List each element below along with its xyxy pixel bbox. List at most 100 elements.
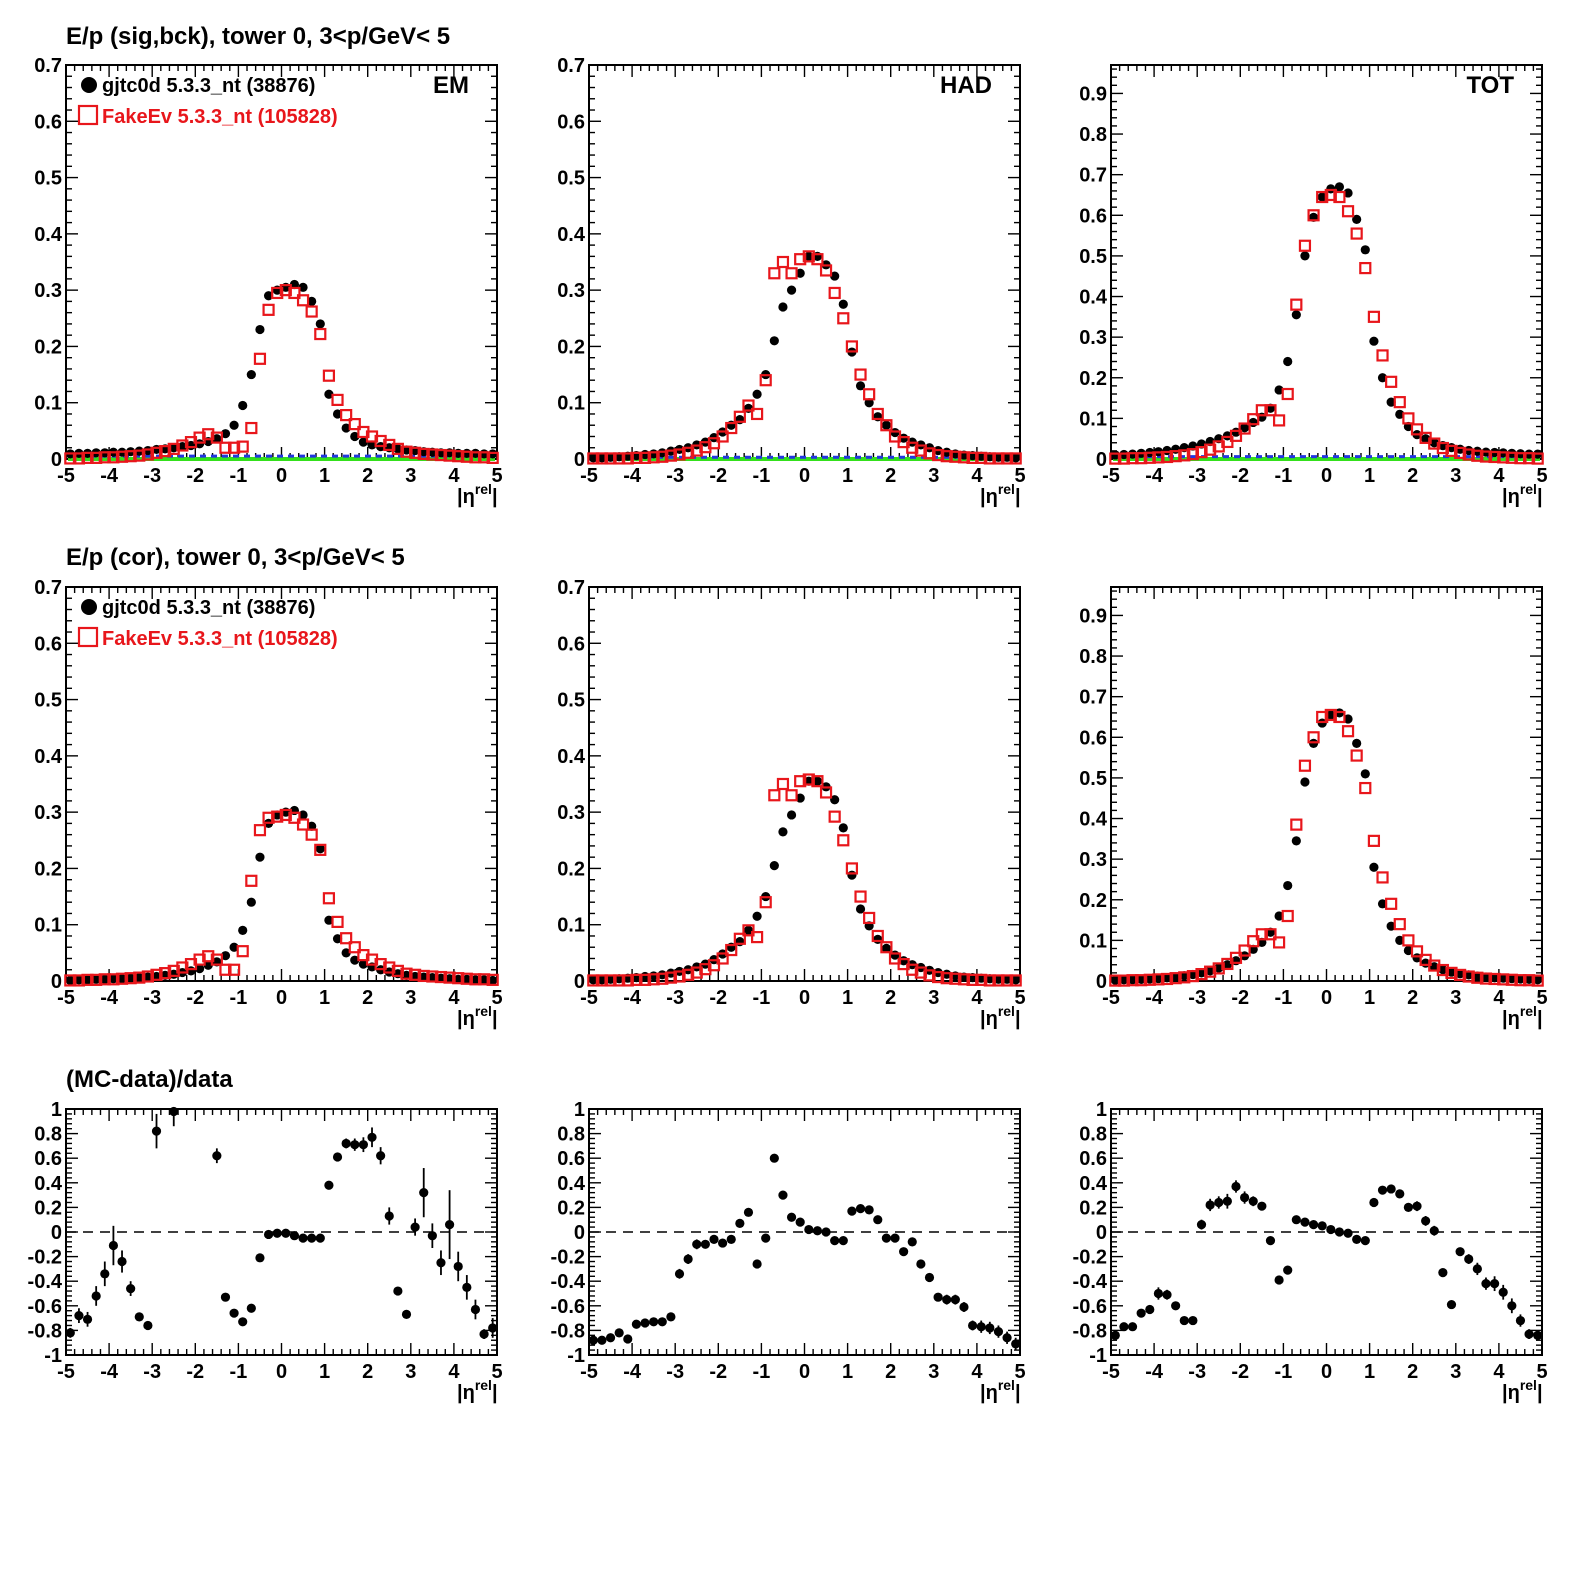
data-point: [769, 1153, 779, 1163]
x-tick-label: -5: [1102, 987, 1120, 1009]
data-point: [1240, 1192, 1250, 1203]
data-point: [804, 251, 814, 261]
data-point: [1274, 1275, 1284, 1285]
data-point-mc: [1135, 452, 1148, 465]
data-point-mc: [1436, 963, 1449, 977]
panel-label: TOT: [1466, 72, 1514, 99]
data-point: [1455, 1247, 1465, 1257]
data-point-mc: [90, 451, 103, 464]
data-point: [108, 1240, 119, 1251]
data-point-mc: [750, 930, 764, 944]
data-point: [1222, 1196, 1232, 1206]
data-point: [1283, 356, 1293, 367]
y-tick-label: -1: [44, 1345, 62, 1367]
data-point: [151, 1126, 162, 1136]
x-tick-label: -3: [1188, 1361, 1206, 1383]
data-point-mc: [759, 374, 772, 387]
data-point: [1472, 1264, 1482, 1274]
data-point-mc: [452, 972, 465, 985]
x-tick-label: 1: [842, 987, 853, 1009]
data-point-mc: [72, 974, 86, 987]
data-point-mc: [383, 961, 396, 974]
data-point-mc: [819, 264, 833, 277]
data-point-mc: [966, 973, 979, 986]
data-point-mc: [638, 451, 652, 464]
data-point-mc: [262, 811, 275, 824]
y-tick-label: -0.2: [28, 1247, 62, 1269]
data-point: [341, 423, 351, 433]
data-point: [350, 431, 360, 442]
data-point: [588, 1335, 598, 1345]
data-point: [752, 1259, 762, 1269]
x-tick-label: -5: [57, 987, 75, 1009]
y-tick-label: 0.6: [34, 633, 62, 655]
data-point-mc: [1316, 190, 1329, 204]
data-point: [272, 1228, 282, 1238]
x-tick-label: 2: [885, 465, 896, 487]
data-point: [1403, 945, 1413, 956]
data-point: [1507, 973, 1517, 984]
data-point: [1110, 1330, 1120, 1340]
panel-label: HAD: [940, 72, 992, 99]
y-tick-label: 0.8: [1079, 1124, 1107, 1146]
data-point-mc: [932, 970, 945, 984]
data-point-mc: [262, 303, 275, 316]
y-tick-label: 0.2: [557, 858, 585, 880]
data-point: [804, 1224, 814, 1235]
x-tick-label: 0: [1321, 1361, 1332, 1383]
data-point: [1343, 188, 1353, 198]
data-point: [289, 279, 300, 290]
data-point: [1222, 960, 1232, 970]
data-point-mc: [98, 973, 111, 986]
data-point: [855, 381, 866, 391]
data-point-mc: [1298, 239, 1312, 252]
y-tick-label: 0.6: [34, 111, 62, 133]
data-point: [950, 1295, 960, 1305]
data-point: [1011, 1339, 1021, 1349]
row-title-middle: E/p (cor), tower 0, 3<p/GeV< 5: [66, 544, 405, 571]
data-point: [718, 1238, 728, 1248]
data-point: [177, 442, 187, 452]
data-point-mc: [906, 441, 919, 454]
series-mc: [587, 773, 1022, 987]
data-point: [341, 1138, 351, 1149]
data-point-mc: [1186, 448, 1199, 461]
data-point: [735, 1218, 745, 1228]
data-point-mc: [167, 964, 180, 977]
data-point: [1196, 1220, 1207, 1230]
data-point-mc: [477, 451, 491, 464]
data-point-mc: [1324, 708, 1337, 722]
data-point-mc: [871, 929, 884, 943]
data-point-mc: [159, 967, 172, 980]
y-tick-label: -0.8: [28, 1320, 62, 1342]
data-point-mc: [1454, 968, 1467, 982]
data-point-mc: [1505, 451, 1518, 464]
data-point: [1145, 1304, 1155, 1315]
y-tick-label: 0.2: [34, 336, 62, 358]
data-point-mc: [733, 410, 746, 423]
data-point: [1403, 1202, 1413, 1212]
data-point-mc: [828, 286, 841, 300]
data-point-mc: [1402, 412, 1415, 425]
data-point-mc: [957, 451, 971, 464]
data-point: [1446, 1299, 1457, 1310]
data-point-mc: [400, 445, 413, 458]
data-point-mc: [1169, 972, 1182, 985]
data-point-mc: [1009, 452, 1022, 465]
data-point: [324, 389, 334, 399]
y-tick-label: 0.4: [1079, 1173, 1108, 1195]
data-point-mc: [236, 945, 249, 958]
data-point: [436, 1258, 446, 1268]
data-point: [1136, 974, 1146, 984]
data-point-mc: [1117, 974, 1131, 987]
data-point-mc: [124, 450, 137, 463]
legend-label-mc: FakeEv 5.3.3_nt (105828): [102, 106, 338, 128]
x-tick-label: -3: [143, 987, 161, 1009]
data-point: [1360, 245, 1370, 255]
panels: -5 -4 -3 -2 -1 0 1 2 3 4 5 0 0.1 0.2 0.3 0.4 0.5 0.6 0.7 |η…: [28, 55, 1548, 1404]
data-point: [683, 1254, 693, 1264]
data-point-mc: [940, 450, 953, 463]
data-point-mc: [1290, 818, 1303, 831]
data-point: [488, 1323, 498, 1333]
x-tick-label: 4: [448, 1361, 460, 1383]
